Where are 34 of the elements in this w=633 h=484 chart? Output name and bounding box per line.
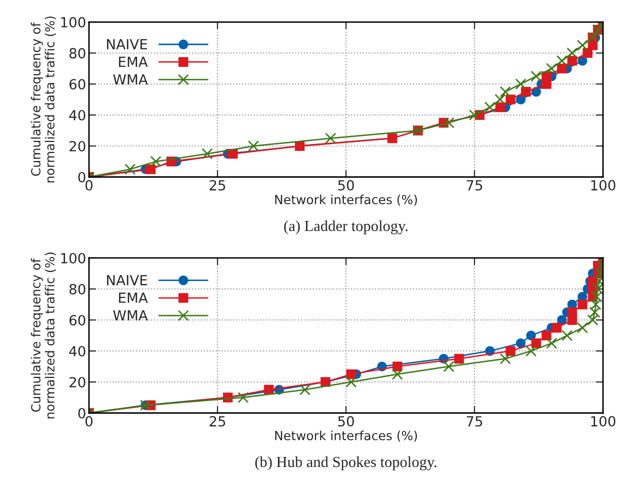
y-tick-label: 0 [78,172,86,182]
y-axis-title: Cumulative frequency of normalized data traffic (%) [30,16,56,182]
legend-label: WMA [113,74,148,84]
y-tick-label: 60 [70,314,86,326]
y-axis-title: Cumulative frequency of normalized data traffic (%) [30,252,56,418]
y-tick-label: 100 [61,16,86,28]
y-tick-label: 40 [69,346,86,356]
x-tick-label: 0 [85,180,92,191]
x-tick-label: 0 [85,416,92,427]
legend-label: NAIVE [107,39,148,50]
y-tick-label: 60 [70,78,86,90]
y-tick-label: 80 [69,284,86,294]
legend-label: EMA [119,292,148,303]
x-tick-label: 50 [338,180,354,191]
x-tick-label: 25 [210,180,226,191]
y-tick-label: 20 [70,140,86,152]
x-tick-label: 100 [591,416,616,427]
legend-label: EMA [119,56,148,67]
legend-label: WMA [113,310,148,320]
y-tick-label: 100 [61,252,86,264]
legend-label: NAIVE [107,275,148,286]
x-tick-label: 50 [338,416,354,427]
x-tick-label: 25 [210,416,226,427]
y-tick-label: 40 [69,110,86,120]
y-tick-label: 80 [69,48,86,58]
x-axis-title: Network interfaces (%) [275,430,417,442]
x-tick-label: 75 [466,180,482,191]
text: (a) Ladder topology. [284,220,408,234]
text: (b) Hub and Spokes topology. [255,456,436,470]
x-axis-title: Network interfaces (%) [275,194,417,206]
y-tick-label: 20 [70,376,86,388]
x-tick-label: 100 [591,180,616,191]
x-tick-label: 75 [466,416,482,427]
y-tick-label: 0 [78,408,86,418]
